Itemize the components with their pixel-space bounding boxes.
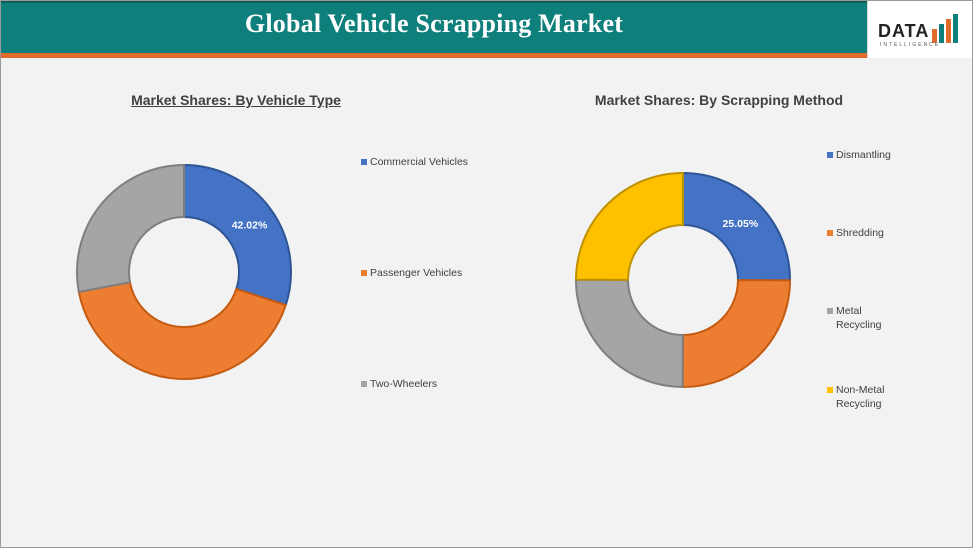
slice-commercial-vehicles [183, 163, 292, 307]
page-title: Global Vehicle Scrapping Market [244, 9, 624, 38]
chart-title-scrapping-method: Market Shares: By Scrapping Method [594, 92, 844, 108]
legend-swatch [827, 152, 833, 158]
slice-non-metal-recycling [574, 171, 684, 281]
legend-label: Shredding [836, 227, 884, 239]
legend-label: Metal Recycling [836, 305, 882, 331]
slice-shredding [681, 279, 792, 388]
slice-metal-recycling [575, 278, 684, 389]
logo-tagline: INTELLIGENCE [880, 42, 941, 48]
slice-dismantling [682, 171, 791, 282]
legend-swatch [361, 159, 367, 165]
slice-two-wheelers [76, 163, 185, 294]
legend-swatch [827, 308, 833, 314]
slice-passenger-vehicles [77, 281, 288, 380]
legend-swatch [361, 381, 367, 387]
legend-label: Commercial Vehicles [370, 156, 469, 168]
chart-title-vehicle-type: Market Shares: By Vehicle Type [131, 92, 341, 108]
data-label-dismantling: 25.05% [723, 218, 759, 230]
legend-label: Dismantling [836, 149, 891, 161]
legend-swatch [827, 387, 833, 393]
legend-label: Two-Wheelers [370, 378, 438, 390]
bar-chart-logo-icon [932, 14, 958, 43]
header-bar: Global Vehicle Scrapping Market [1, 1, 867, 53]
data-label-commercial-vehicles: 42.02% [232, 219, 268, 231]
donut-chart-scrapping-method: 25.05% [574, 171, 792, 389]
donut-chart-vehicle-type: 42.02% [76, 163, 292, 380]
company-logo: DATA INTELLIGENCE [867, 1, 972, 58]
legend-swatch [361, 270, 367, 276]
header-accent-stripe [1, 53, 972, 58]
logo-wordmark: DATA [878, 21, 930, 41]
legend-label: Non-Metal Recycling [836, 384, 885, 410]
legend-swatch [827, 230, 833, 236]
legend-label: Passenger Vehicles [370, 267, 463, 279]
